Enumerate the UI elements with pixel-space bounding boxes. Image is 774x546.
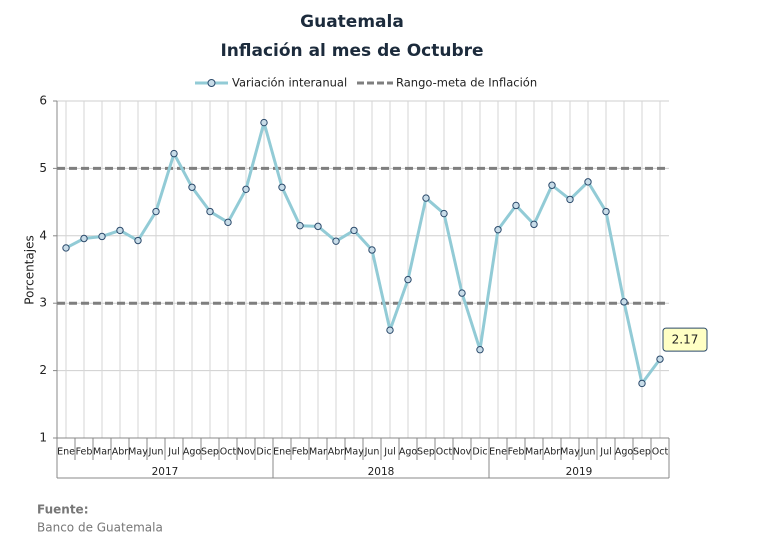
x-tick-label: Feb xyxy=(76,447,93,458)
group-label: 2018 xyxy=(368,466,395,478)
callout-label: 2.17 xyxy=(672,333,699,347)
point xyxy=(458,289,466,297)
point xyxy=(134,236,142,245)
x-tick-label: Ago xyxy=(183,447,202,458)
point xyxy=(296,221,304,230)
x-tick-label: Ene xyxy=(57,447,75,458)
x-tick-label: Abr xyxy=(544,447,561,458)
x-tick-label: Jul xyxy=(383,447,395,458)
x-tick-label: May xyxy=(344,447,364,458)
group-label: 2019 xyxy=(566,466,593,478)
point xyxy=(152,207,160,216)
x-tick-label: Sep xyxy=(201,447,219,458)
x-tick-label: Dic xyxy=(256,447,271,458)
point xyxy=(278,183,286,191)
point xyxy=(620,298,628,306)
point xyxy=(602,207,610,216)
x-tick-label: Sep xyxy=(417,447,435,458)
y-tick-label: 2 xyxy=(39,363,47,377)
x-tick-label: Abr xyxy=(112,447,129,458)
callout-box xyxy=(662,327,708,352)
x-tick-label: Jul xyxy=(599,447,611,458)
x-tick-label: Mar xyxy=(309,447,327,458)
point xyxy=(476,346,484,354)
point xyxy=(116,226,124,235)
x-tick-label: Ago xyxy=(615,447,634,458)
point xyxy=(332,237,340,245)
point xyxy=(656,355,664,363)
x-tick-label: Oct xyxy=(436,447,453,458)
x-tick-label: Jul xyxy=(167,447,179,458)
x-tick-label: Jun xyxy=(580,447,596,458)
x-tick-label: Dic xyxy=(472,447,487,458)
chart-subtitle: Inflación al mes de Octubre xyxy=(220,41,483,61)
legend-marker xyxy=(207,79,216,87)
x-tick-label: Mar xyxy=(93,447,111,458)
y-tick-label: 1 xyxy=(39,431,47,445)
x-tick-label: Feb xyxy=(292,447,309,458)
y-tick-label: 3 xyxy=(39,296,47,310)
point xyxy=(224,218,232,227)
x-tick-label: Ene xyxy=(273,447,291,458)
point xyxy=(170,149,178,158)
point xyxy=(314,222,322,231)
point xyxy=(242,185,250,193)
x-tick-label: Sep xyxy=(633,447,651,458)
source: Banco de Guatemala xyxy=(37,521,163,535)
point xyxy=(98,232,106,241)
series-line xyxy=(65,121,662,385)
x-tick-label: Nov xyxy=(237,447,256,458)
x-tick-label: Jun xyxy=(364,447,380,458)
x-tick-label: Nov xyxy=(453,447,472,458)
y-axis-label: Porcentajes xyxy=(23,235,37,304)
point xyxy=(62,244,70,252)
chart-title: Guatemala xyxy=(300,12,404,32)
x-tick-label: Ene xyxy=(489,447,507,458)
point xyxy=(368,246,376,254)
x-tick-label: May xyxy=(128,447,148,458)
point xyxy=(584,178,592,186)
y-tick-label: 4 xyxy=(39,228,47,242)
x-tick-label: May xyxy=(560,447,580,458)
point xyxy=(530,220,538,229)
point xyxy=(350,226,358,235)
point xyxy=(260,118,268,127)
x-tick-label: Feb xyxy=(508,447,525,458)
group-label: 2017 xyxy=(152,466,179,478)
point xyxy=(404,275,412,284)
point xyxy=(494,226,502,234)
point xyxy=(386,326,394,334)
point xyxy=(548,181,556,189)
legend-label: Rango-meta de Inflación xyxy=(396,76,537,90)
x-tick-label: Oct xyxy=(220,447,237,458)
x-tick-label: Oct xyxy=(652,447,669,458)
legend-label: Variación interanual xyxy=(232,76,347,90)
point xyxy=(638,379,646,388)
x-tick-label: Jun xyxy=(148,447,164,458)
point xyxy=(422,194,430,202)
y-tick-label: 6 xyxy=(39,94,47,108)
x-tick-label: Ago xyxy=(399,447,418,458)
point xyxy=(206,207,214,216)
point xyxy=(80,234,88,243)
y-tick-label: 5 xyxy=(39,161,47,175)
source-label: Fuente: xyxy=(37,503,89,517)
point xyxy=(440,209,448,218)
point xyxy=(188,183,196,191)
point xyxy=(566,195,574,204)
point xyxy=(512,201,520,210)
x-tick-label: Mar xyxy=(525,447,543,458)
x-tick-label: Abr xyxy=(328,447,345,458)
